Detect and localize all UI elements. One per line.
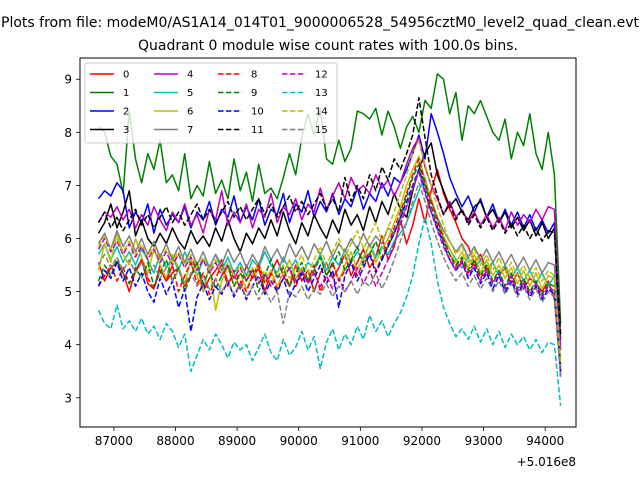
series-line-14 (97, 139, 562, 366)
series-layer (97, 73, 562, 406)
series-line-7 (97, 168, 562, 366)
chart-title: Quadrant 0 module wise count rates with … (138, 38, 518, 54)
x-tick-label: 88000 (156, 434, 194, 448)
legend-label-14: 14 (315, 107, 328, 118)
y-tick-label: 4 (64, 338, 72, 352)
legend-label-10: 10 (251, 107, 264, 118)
y-tick-label: 9 (64, 73, 72, 87)
figure-suptitle: Plots from file: modeM0/AS1A14_014T01_90… (1, 15, 639, 31)
legend-label-1: 1 (123, 88, 129, 99)
y-tick-label: 3 (64, 391, 72, 405)
y-tick-label: 6 (64, 232, 72, 246)
series-line-3 (97, 142, 562, 340)
x-tick-label: 94000 (526, 434, 564, 448)
legend-label-5: 5 (187, 88, 193, 99)
legend-label-13: 13 (315, 88, 328, 99)
legend-label-8: 8 (251, 70, 257, 81)
series-line-1 (98, 73, 562, 324)
legend-label-7: 7 (187, 125, 193, 136)
x-tick-label: 91000 (341, 434, 379, 448)
plot-frame (79, 57, 577, 428)
series-line-12 (97, 171, 562, 377)
series-line-4 (97, 136, 562, 351)
legend-label-9: 9 (251, 88, 257, 99)
x-tick-label: 93000 (464, 434, 502, 448)
x-tick-label: 89000 (218, 434, 256, 448)
y-axis: 3 4 5 6 7 8 9 (64, 73, 80, 405)
series-line-15 (97, 182, 562, 377)
series-line-2 (97, 112, 562, 377)
legend-label-15: 15 (315, 125, 328, 136)
y-tick-label: 8 (64, 126, 72, 140)
x-axis: 87000 88000 89000 90000 91000 92000 93000 94000 (95, 427, 564, 448)
y-tick-label: 5 (64, 285, 72, 299)
legend-label-11: 11 (251, 125, 264, 136)
legend-label-6: 6 (187, 107, 193, 118)
legend-label-4: 4 (187, 70, 193, 81)
x-tick-label: 90000 (280, 434, 318, 448)
x-tick-label: 92000 (403, 434, 441, 448)
legend-label-12: 12 (315, 70, 328, 81)
series-line-10 (97, 168, 562, 372)
series-line-13 (97, 216, 562, 406)
legend-label-0: 0 (123, 70, 129, 81)
y-tick-label: 7 (64, 179, 72, 193)
legend-label-3: 3 (123, 125, 129, 136)
legend-label-2: 2 (123, 107, 129, 118)
legend-frame (84, 62, 338, 144)
x-tick-label: 87000 (95, 434, 133, 448)
series-line-11 (97, 97, 562, 335)
series-line-8 (97, 158, 562, 372)
x-offset-label: +5.016e8 (517, 455, 576, 469)
